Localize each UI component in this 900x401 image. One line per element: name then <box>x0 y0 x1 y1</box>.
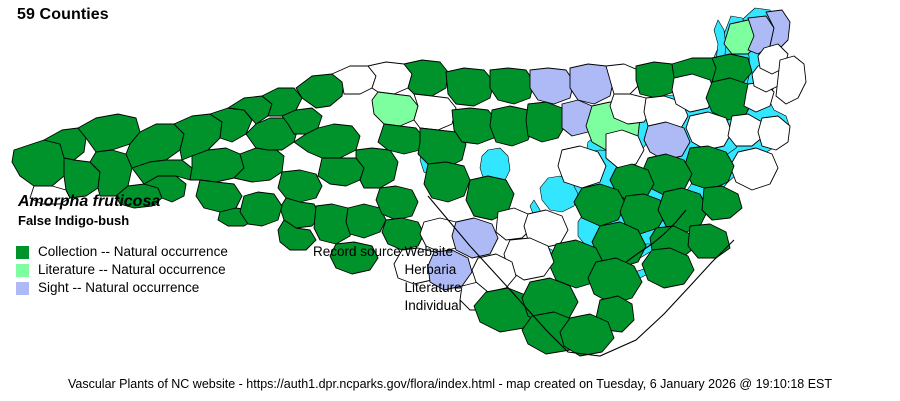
county-union <box>329 241 379 275</box>
county-johnston <box>557 145 607 189</box>
county-martin <box>685 111 733 151</box>
county-wilson <box>605 129 645 169</box>
county-alexander <box>317 157 365 187</box>
county-clay <box>29 185 71 205</box>
county-yadkin <box>371 91 419 127</box>
collection-swatch <box>16 245 29 259</box>
county-edgecombe <box>643 121 691 161</box>
county-moore <box>451 217 499 259</box>
county-carteret <box>687 223 731 259</box>
county-pender <box>587 257 643 305</box>
literature-swatch <box>16 263 29 277</box>
record-source-value-herbaria: Herbaria <box>404 262 457 277</box>
county-catawba <box>277 169 323 203</box>
legend-item-collection: Collection -- Natural occurrence <box>16 243 228 261</box>
county-gaston <box>277 219 317 251</box>
county-onslow <box>641 247 695 289</box>
species-common-name: False Indigo-bush <box>18 213 130 228</box>
footer: Vascular Plants of NC website - https://… <box>0 375 900 393</box>
county-rockingham <box>445 67 495 107</box>
county-brunswick <box>559 313 615 357</box>
county-dare <box>775 55 807 105</box>
county-halifax <box>671 73 717 113</box>
county-surry <box>367 61 413 95</box>
county-forsyth <box>413 93 457 131</box>
state-outline <box>427 195 735 357</box>
record-source-block: Record source: Website Herbaria Literatu… <box>313 243 462 315</box>
county-stanly <box>381 217 425 251</box>
county-cleveland <box>239 191 283 227</box>
county-graham <box>43 127 87 161</box>
legend-label-literature: Literature -- Natural occurrence <box>38 262 226 277</box>
footer-citation-text: Vascular Plants of NC website - https://… <box>67 377 833 391</box>
distribution-map <box>11 7 807 357</box>
county-stokes <box>403 59 449 97</box>
legend-label-sight: Sight -- Natural occurrence <box>38 280 200 295</box>
county-pamlico <box>701 185 743 221</box>
county-orange <box>525 101 567 143</box>
county-person <box>529 67 575 105</box>
county-washington <box>727 113 765 147</box>
county-caldwell <box>245 117 299 151</box>
species-scientific-name: Amorpha fruticosa <box>18 193 161 210</box>
county-buncombe <box>131 159 193 185</box>
species-caption: Amorpha fruticosa False Indigo-bush <box>18 192 160 229</box>
nc-county-map-svg <box>11 7 807 357</box>
county-franklin <box>609 93 653 125</box>
county-mecklenburg <box>313 203 355 245</box>
county-hyde <box>729 147 779 191</box>
county-vance <box>605 63 641 95</box>
county-tyrrell <box>757 115 791 151</box>
legend-label-collection: Collection -- Natural occurrence <box>38 244 228 259</box>
page-title: 59 Counties <box>17 6 109 23</box>
record-source-value-individual: Individual <box>404 298 462 313</box>
county-cherokee <box>11 139 67 187</box>
county-caswell <box>489 67 535 105</box>
county-wayne <box>573 183 627 227</box>
county-guilford <box>451 107 499 145</box>
legend-item-literature: Literature -- Natural occurrence <box>16 261 228 279</box>
legend-item-sight: Sight -- Natural occurrence <box>16 279 228 297</box>
county-randolph <box>423 161 471 203</box>
record-source-label: Record source: <box>313 244 405 259</box>
record-source-values: Website Herbaria Literature Individual <box>405 243 462 315</box>
county-rowan <box>375 185 419 221</box>
map-legend: Collection -- Natural occurrence Literat… <box>16 243 228 297</box>
county-cabarrus <box>345 203 387 239</box>
county-macon <box>63 157 101 199</box>
record-source-value-website: Website <box>404 244 454 259</box>
county-rutherford <box>195 179 243 213</box>
county-lincoln <box>279 197 321 229</box>
county-ashe <box>295 73 345 109</box>
county-granville <box>569 63 615 105</box>
sight-swatch <box>16 281 29 295</box>
record-source-value-literature: Literature <box>404 280 462 295</box>
county-alamance <box>489 105 535 147</box>
county-polygons <box>11 9 807 357</box>
county-currituck <box>765 9 791 51</box>
